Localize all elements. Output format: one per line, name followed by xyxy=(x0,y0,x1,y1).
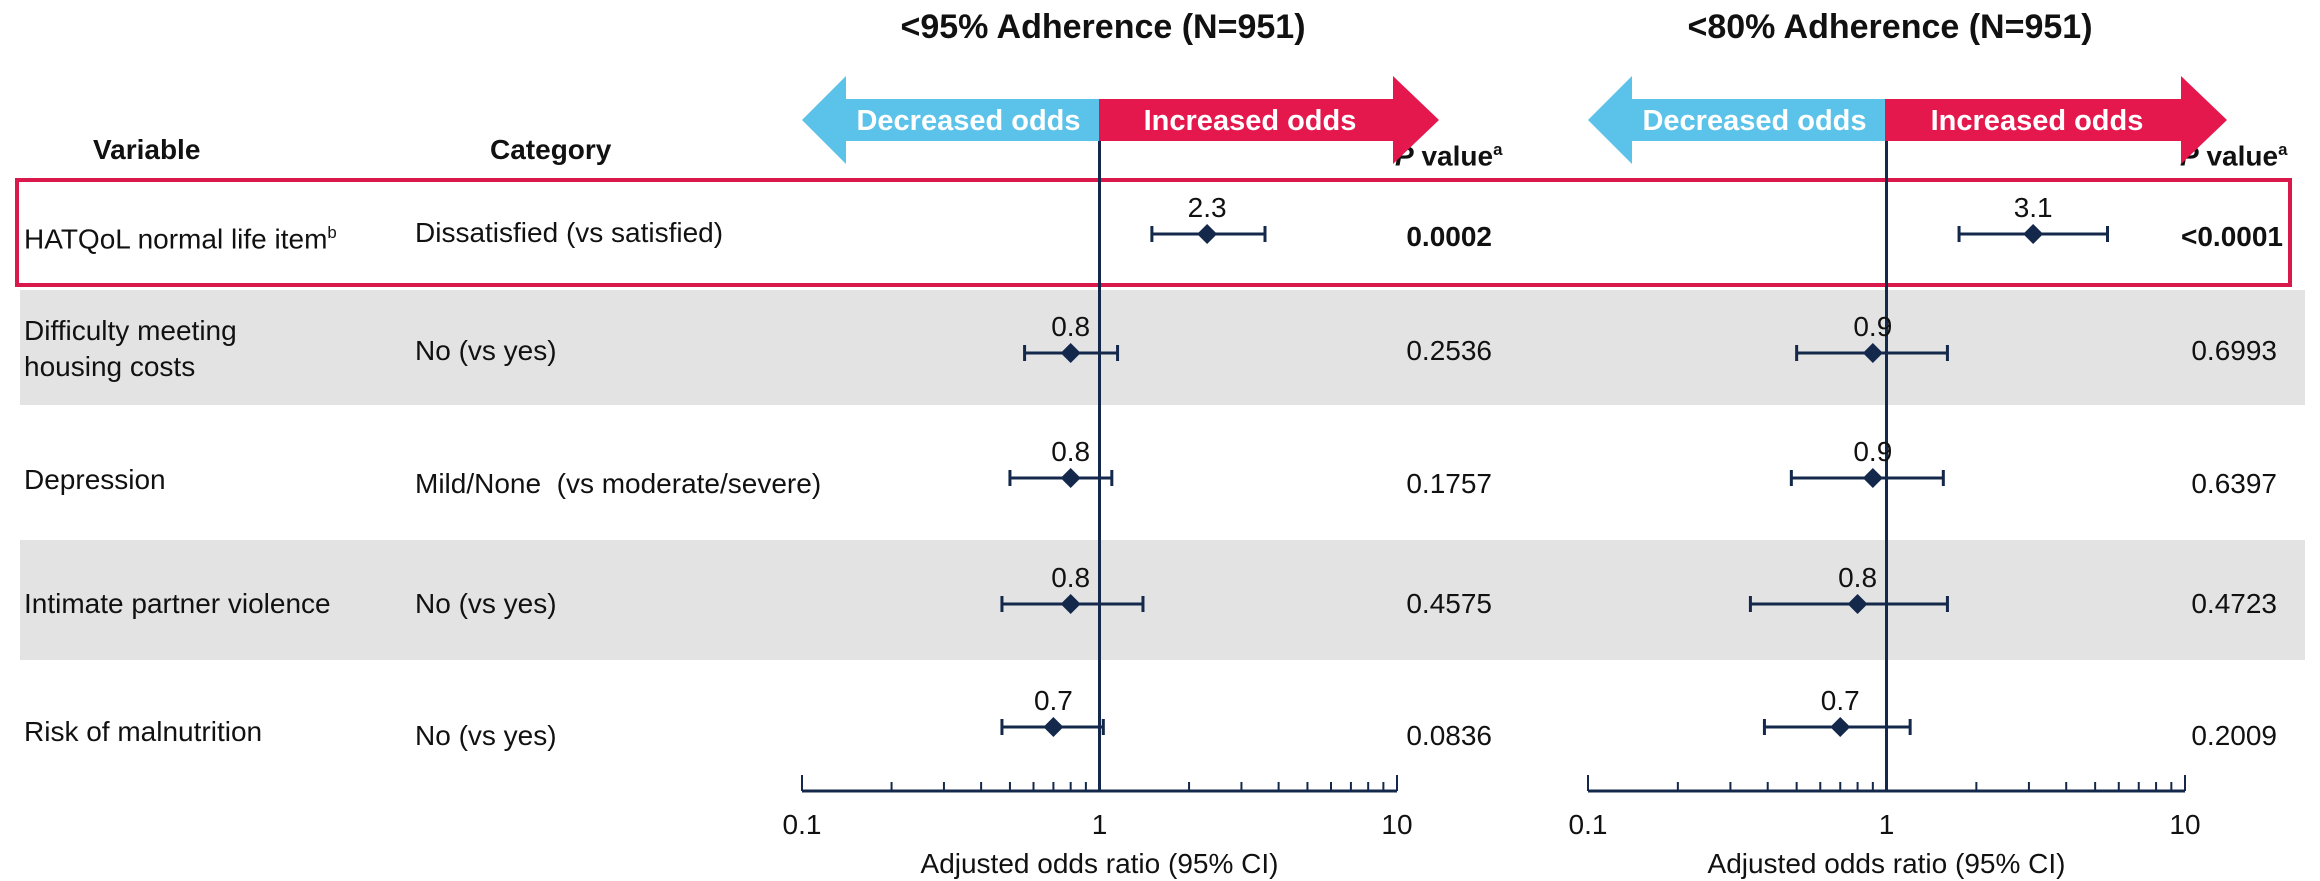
odds-ratio-marker xyxy=(1847,594,1868,614)
x-axis-title: Adjusted odds ratio (95% CI) xyxy=(921,848,1279,879)
highlight-box xyxy=(15,178,2292,287)
category-header: Category xyxy=(490,134,612,165)
increased-odds-label: Increased odds xyxy=(1931,105,2144,137)
row-band xyxy=(20,290,2305,405)
x-tick-label: 10 xyxy=(2169,809,2200,840)
panel-title-right: <80% Adherence (N=951) xyxy=(1687,8,2093,46)
pvalue: 0.4575 xyxy=(1406,588,1492,619)
pvalue: 0.2009 xyxy=(2191,720,2277,751)
pvalue: 0.1757 xyxy=(1406,468,1492,499)
odds-ratio-marker xyxy=(1862,468,1883,488)
x-tick-label: 0.1 xyxy=(1569,809,1608,840)
pvalue: 0.2536 xyxy=(1406,335,1492,366)
row-category: No (vs yes) xyxy=(415,720,557,751)
row-category: No (vs yes) xyxy=(415,335,557,366)
row-category: No (vs yes) xyxy=(415,588,557,619)
data-label: 0.9 xyxy=(1853,311,1892,342)
row-category: Mild/None (vs moderate/severe) xyxy=(415,468,822,499)
pvalue-header-text: value xyxy=(2198,140,2279,172)
odds-ratio-marker xyxy=(1060,468,1081,488)
decreased-odds-label: Decreased odds xyxy=(856,105,1080,137)
odds-ratio-marker xyxy=(1060,594,1081,614)
row-variable: Difficulty meeting housing costs xyxy=(24,315,237,382)
pvalue: 0.0002 xyxy=(1406,221,1492,252)
pvalue: 0.6397 xyxy=(2191,468,2277,499)
pvalue: 0.4723 xyxy=(2191,588,2277,619)
x-tick-label: 1 xyxy=(1092,809,1108,840)
pvalue-header-sup: a xyxy=(2278,140,2288,159)
row-variable: Risk of malnutrition xyxy=(24,716,263,747)
x-axis-title: Adjusted odds ratio (95% CI) xyxy=(1708,848,2066,879)
odds-ratio-marker xyxy=(1830,717,1851,737)
x-tick-label: 0.1 xyxy=(783,809,822,840)
increased-odds-arrow xyxy=(1885,76,2227,164)
panel-title-left: <95% Adherence (N=951) xyxy=(900,8,1306,46)
data-label: 3.1 xyxy=(2014,192,2053,223)
data-label: 0.8 xyxy=(1051,562,1090,593)
row-category: Dissatisfied (vs satisfied) xyxy=(415,217,724,248)
data-label: 0.8 xyxy=(1051,311,1090,342)
x-tick-label: 1 xyxy=(1879,809,1895,840)
decreased-odds-arrow xyxy=(802,76,1099,164)
variable-header: Variable xyxy=(93,134,201,165)
pvalue: 0.6993 xyxy=(2191,335,2277,366)
row-variable: Intimate partner violence xyxy=(24,588,331,619)
row-band xyxy=(20,540,2305,660)
odds-ratio-marker xyxy=(1060,343,1081,363)
odds-ratio-marker xyxy=(1862,343,1883,363)
decreased-odds-label: Decreased odds xyxy=(1642,105,1866,137)
odds-ratio-marker xyxy=(1043,717,1064,737)
pvalue: 0.0836 xyxy=(1406,720,1492,751)
pvalue-header-text: value xyxy=(1413,140,1494,172)
increased-odds-label: Increased odds xyxy=(1144,105,1357,137)
x-tick-label: 10 xyxy=(1381,809,1412,840)
data-label: 0.7 xyxy=(1821,685,1860,716)
data-label: 0.7 xyxy=(1034,685,1073,716)
pvalue-header-sup: a xyxy=(1493,140,1503,159)
data-label: 2.3 xyxy=(1188,192,1227,223)
pvalue: <0.0001 xyxy=(2181,221,2283,252)
odds-ratio-marker xyxy=(2023,224,2044,244)
row-variable: HATQoL normal life itemb xyxy=(24,223,337,255)
data-label: 0.9 xyxy=(1853,436,1892,467)
row-variable: Depression xyxy=(24,464,166,495)
odds-ratio-marker xyxy=(1197,224,1218,244)
data-label: 0.8 xyxy=(1838,562,1877,593)
increased-odds-arrow xyxy=(1099,76,1439,164)
decreased-odds-arrow xyxy=(1588,76,1885,164)
data-label: 0.8 xyxy=(1051,436,1090,467)
